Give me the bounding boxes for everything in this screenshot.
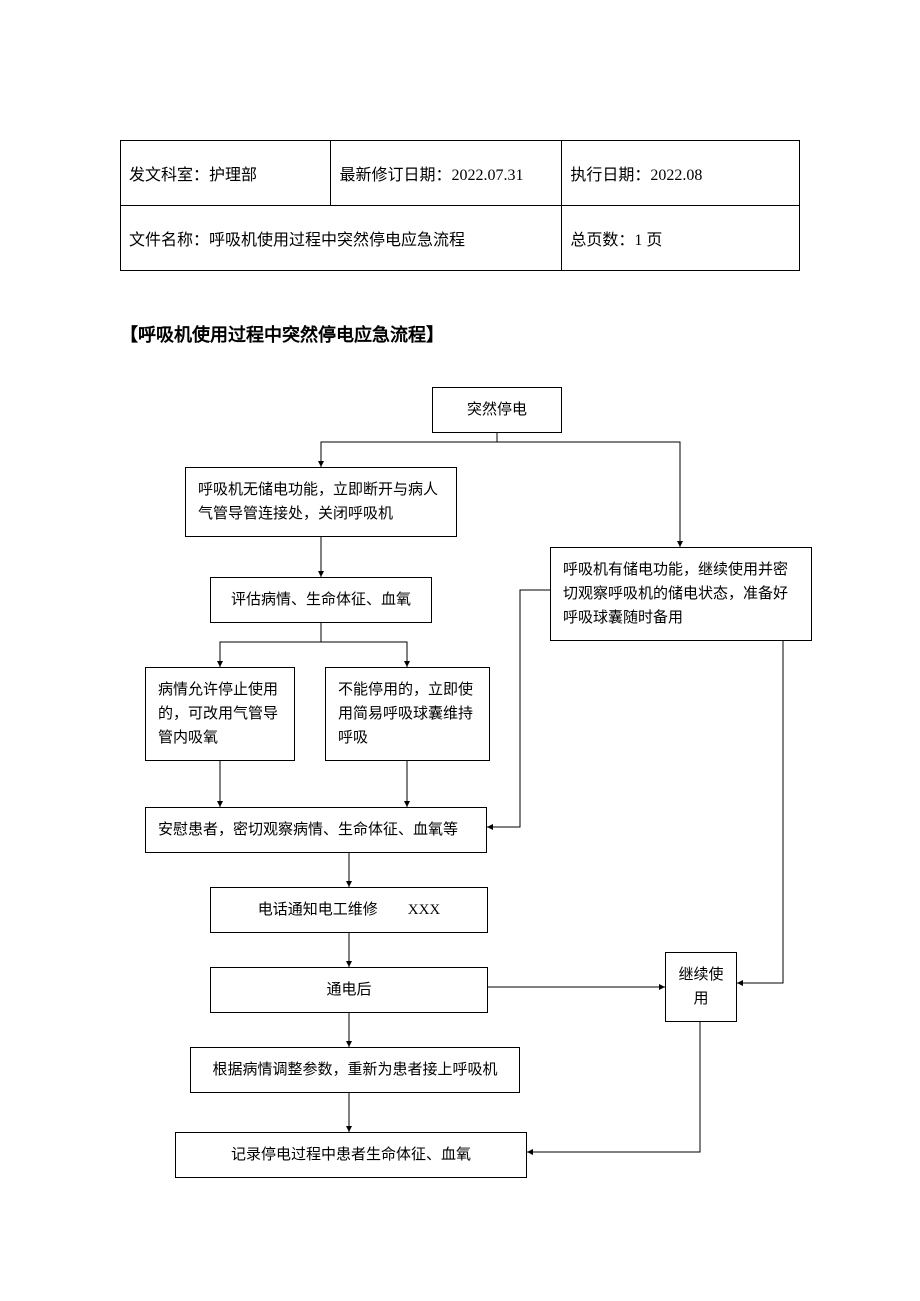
filename-value: 呼吸机使用过程中突然停电应急流程 <box>209 232 465 249</box>
flowchart-edge <box>497 427 680 547</box>
section-title: 【呼吸机使用过程中突然停电应急流程】 <box>120 321 800 347</box>
flowchart-node-n5: 不能停用的，立即使用简易呼吸球囊维持呼吸 <box>325 667 490 761</box>
flowchart-edge <box>487 590 550 827</box>
filename-cell: 文件名称：呼吸机使用过程中突然停电应急流程 <box>121 206 562 271</box>
pages-cell: 总页数：1 页 <box>562 206 800 271</box>
flowchart-node-n4: 病情允许停止使用的，可改用气管导管内吸氧 <box>145 667 295 761</box>
pages-value: 1 页 <box>634 232 662 249</box>
flowchart-node-n2: 呼吸机无储电功能，立即断开与病人气管导管连接处，关闭呼吸机 <box>185 467 457 537</box>
dept-cell: 发文科室：护理部 <box>121 141 331 206</box>
dept-label: 发文科室： <box>129 167 209 184</box>
filename-label: 文件名称： <box>129 232 209 249</box>
flowchart-edge <box>737 633 783 983</box>
flowchart-node-n7: 安慰患者，密切观察病情、生命体征、血氧等 <box>145 807 487 853</box>
flowchart-node-n11: 根据病情调整参数，重新为患者接上呼吸机 <box>190 1047 520 1093</box>
flowchart-node-n8: 电话通知电工维修 XXX <box>210 887 488 933</box>
document-header-table: 发文科室：护理部 最新修订日期：2022.07.31 执行日期：2022.08 … <box>120 140 800 271</box>
dept-value: 护理部 <box>209 167 257 184</box>
flowchart-node-n6: 呼吸机有储电功能，继续使用并密切观察呼吸机的储电状态，准备好呼吸球囊随时备用 <box>550 547 812 641</box>
flowchart-node-n1: 突然停电 <box>432 387 562 433</box>
effective-label: 执行日期： <box>570 167 650 184</box>
pages-label: 总页数： <box>570 232 634 249</box>
flowchart-node-n3: 评估病情、生命体征、血氧 <box>210 577 432 623</box>
flowchart-edge <box>321 617 407 667</box>
flowchart-edge <box>321 427 497 467</box>
revise-label: 最新修订日期： <box>339 167 451 184</box>
flowchart-edge <box>220 617 321 667</box>
flowchart-edge <box>527 1014 700 1152</box>
flowchart-node-n12: 记录停电过程中患者生命体征、血氧 <box>175 1132 527 1178</box>
effective-cell: 执行日期：2022.08 <box>562 141 800 206</box>
flowchart-node-n10: 继续使用 <box>665 952 737 1022</box>
revise-cell: 最新修订日期：2022.07.31 <box>331 141 562 206</box>
flowchart-container: 突然停电呼吸机无储电功能，立即断开与病人气管导管连接处，关闭呼吸机评估病情、生命… <box>120 387 820 1177</box>
revise-value: 2022.07.31 <box>452 167 524 184</box>
effective-value: 2022.08 <box>650 167 702 184</box>
flowchart-node-n9: 通电后 <box>210 967 488 1013</box>
